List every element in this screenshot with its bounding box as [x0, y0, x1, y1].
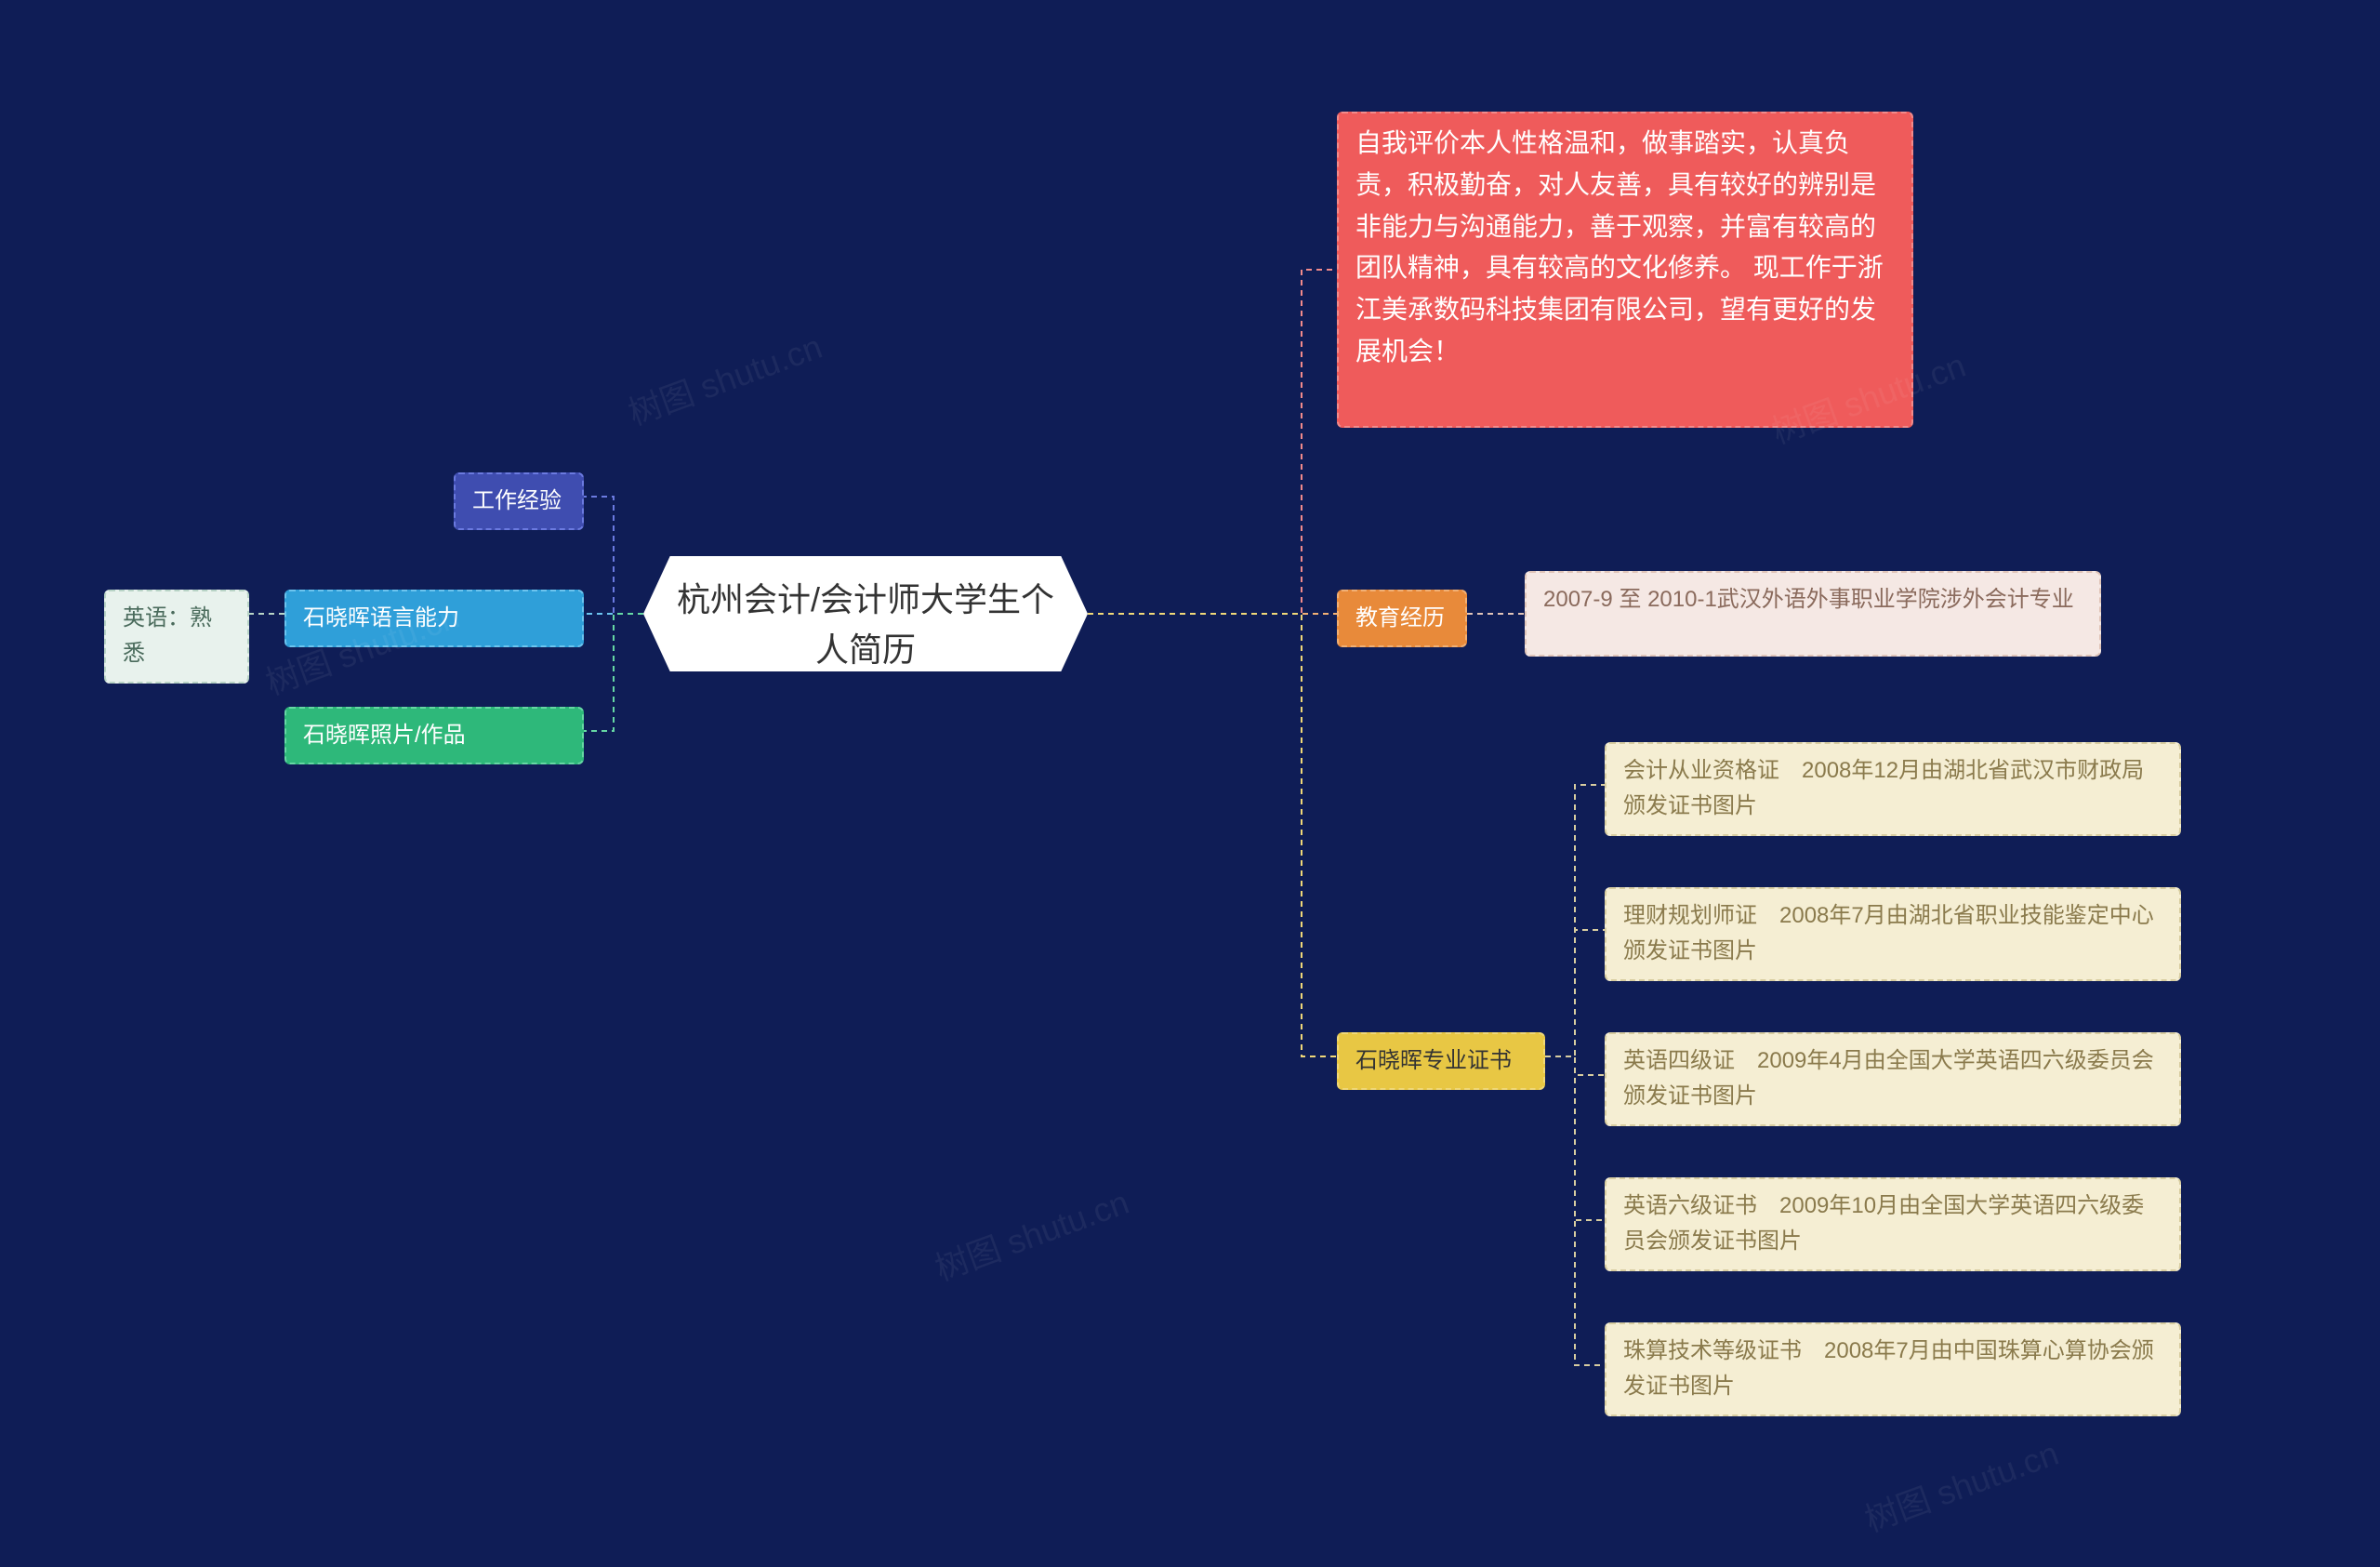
watermark: 树图 shutu.cn — [928, 1175, 1135, 1290]
node-edu-text: 教育经历 — [1355, 605, 1445, 631]
node-lang-ability: 石晓晖语言能力 — [284, 590, 584, 647]
node-cert3: 英语四级证 2009年4月由全国大学英语四六级委员会颁发证书图片 — [1605, 1032, 2181, 1126]
node-edu-detail-text: 2007-9 至 2010-1武汉外语外事职业学院涉外会计专业 — [1543, 587, 2074, 612]
node-certs: 石晓晖专业证书 — [1337, 1032, 1545, 1090]
node-certs-text: 石晓晖专业证书 — [1355, 1048, 1512, 1073]
node-lang-ability-text: 石晓晖语言能力 — [303, 605, 459, 631]
watermark: 树图 shutu.cn — [1858, 1427, 2065, 1541]
node-work-exp-text: 工作经验 — [472, 488, 562, 513]
node-edu-detail: 2007-9 至 2010-1武汉外语外事职业学院涉外会计专业 — [1525, 571, 2101, 657]
node-cert4-text: 英语六级证书 2009年10月由全国大学英语四六级委员会颁发证书图片 — [1623, 1193, 2144, 1254]
node-edu: 教育经历 — [1337, 590, 1467, 647]
center-text: 杭州会计/会计师大学生个人简历 — [677, 580, 1054, 669]
node-photo-works-text: 石晓晖照片/作品 — [303, 723, 466, 748]
node-english: 英语：熟悉 — [104, 590, 249, 684]
node-cert1-text: 会计从业资格证 2008年12月由湖北省武汉市财政局颁发证书图片 — [1623, 758, 2144, 818]
node-cert2-text: 理财规划师证 2008年7月由湖北省职业技能鉴定中心颁发证书图片 — [1623, 903, 2154, 963]
node-english-text: 英语：熟悉 — [123, 605, 212, 666]
node-cert5: 珠算技术等级证书 2008年7月由中国珠算心算协会颁发证书图片 — [1605, 1322, 2181, 1416]
node-cert5-text: 珠算技术等级证书 2008年7月由中国珠算心算协会颁发证书图片 — [1623, 1338, 2154, 1399]
node-work-exp: 工作经验 — [454, 472, 584, 530]
node-cert1: 会计从业资格证 2008年12月由湖北省武汉市财政局颁发证书图片 — [1605, 742, 2181, 836]
watermark: 树图 shutu.cn — [621, 320, 828, 434]
node-cert2: 理财规划师证 2008年7月由湖北省职业技能鉴定中心颁发证书图片 — [1605, 887, 2181, 981]
node-cert4: 英语六级证书 2009年10月由全国大学英语四六级委员会颁发证书图片 — [1605, 1177, 2181, 1271]
node-self-eval-text: 自我评价本人性格温和，做事踏实，认真负责，积极勤奋，对人友善，具有较好的辨别是非… — [1355, 128, 1884, 365]
center-node: 杭州会计/会计师大学生个人简历 — [643, 556, 1088, 671]
node-cert3-text: 英语四级证 2009年4月由全国大学英语四六级委员会颁发证书图片 — [1623, 1048, 2154, 1109]
node-photo-works: 石晓晖照片/作品 — [284, 707, 584, 764]
node-self-eval: 自我评价本人性格温和，做事踏实，认真负责，积极勤奋，对人友善，具有较好的辨别是非… — [1337, 112, 1913, 428]
